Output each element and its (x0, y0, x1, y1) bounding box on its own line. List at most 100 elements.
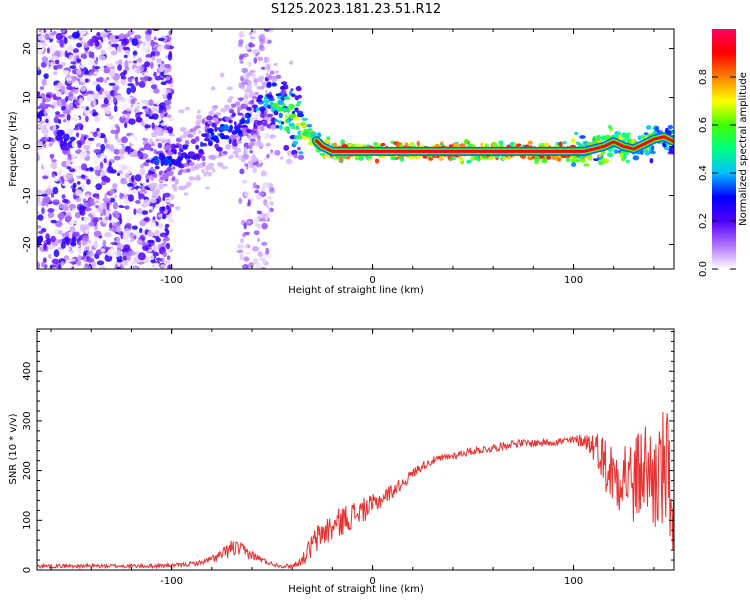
noise-speckle (126, 254, 131, 261)
noise-speckle (148, 208, 153, 213)
noise-speckle (269, 201, 274, 206)
noise-speckle (126, 112, 130, 117)
ridge-cell (210, 86, 216, 91)
noise-speckle (113, 155, 121, 161)
noise-speckle (45, 187, 52, 196)
noise-speckle (80, 57, 84, 65)
ridge-cell (149, 171, 156, 175)
ridge-cell (179, 135, 184, 140)
noise-speckle (83, 42, 89, 49)
noise-speckle (66, 128, 74, 136)
noise-speckle (69, 168, 76, 173)
noise-speckle (62, 98, 67, 107)
noise-speckle (108, 115, 114, 120)
ridge-cell (274, 70, 280, 74)
ridge-cell (650, 145, 655, 151)
noise-speckle (141, 79, 148, 82)
noise-speckle (78, 29, 87, 36)
ridge-cell (330, 155, 334, 159)
ridge-cell (247, 113, 252, 118)
noise-speckle (143, 217, 150, 222)
noise-speckle (249, 150, 254, 154)
noise-speckle (258, 45, 265, 52)
noise-speckle (59, 138, 64, 144)
noise-speckle (154, 50, 160, 57)
noise-speckle (72, 31, 80, 39)
noise-speckle (162, 131, 167, 138)
noise-speckle (243, 212, 251, 220)
noise-speckle (37, 185, 44, 190)
noise-speckle (153, 245, 157, 252)
ridge-cell (171, 159, 175, 165)
ridge-cell (212, 116, 218, 122)
ridge-cell (270, 134, 277, 138)
noise-speckle (130, 238, 135, 242)
noise-speckle (264, 36, 269, 44)
noise-speckle (150, 61, 154, 69)
ridge-cell (161, 129, 169, 133)
noise-speckle (145, 173, 150, 180)
noise-speckle (144, 75, 149, 80)
noise-speckle (261, 222, 268, 230)
ridge-cell (162, 158, 169, 164)
noise-speckle (140, 178, 145, 185)
ridge-cell (214, 126, 218, 132)
noise-speckle (55, 32, 63, 41)
noise-speckle (83, 266, 88, 269)
ridge-cell (246, 106, 252, 111)
spectrogram-x-axis-label: Height of straight line (km) (288, 285, 424, 296)
noise-speckle (60, 85, 66, 93)
noise-speckle (162, 195, 166, 201)
noise-speckle (261, 241, 268, 246)
ridge-cell (621, 157, 626, 162)
ridge-cell (188, 161, 195, 167)
noise-speckle (119, 158, 125, 165)
noise-speckle (51, 55, 59, 61)
noise-speckle (246, 34, 251, 41)
noise-speckle (150, 84, 158, 90)
ridge-cell (623, 153, 627, 159)
ridge-cell (241, 117, 245, 123)
noise-speckle (115, 225, 122, 233)
ridge-cell (319, 152, 326, 156)
noise-speckle (120, 181, 128, 185)
noise-speckle (53, 249, 60, 258)
noise-speckle (146, 263, 151, 269)
noise-speckle (127, 148, 134, 153)
ridge-cell (168, 133, 176, 137)
noise-speckle (133, 266, 138, 269)
noise-speckle (72, 182, 77, 188)
noise-speckle (100, 31, 108, 36)
ridge-cell (333, 142, 338, 147)
noise-speckle (37, 153, 40, 161)
noise-speckle (113, 148, 121, 155)
noise-speckle (257, 251, 264, 258)
noise-speckle (262, 258, 267, 265)
noise-speckle (79, 64, 85, 69)
ridge-cell (158, 183, 164, 190)
noise-speckle (169, 83, 174, 88)
noise-speckle (106, 29, 115, 32)
noise-speckle (76, 68, 82, 75)
noise-speckle (41, 127, 49, 135)
noise-speckle (82, 239, 87, 246)
noise-speckle (92, 111, 99, 117)
noise-speckle (99, 66, 104, 71)
noise-speckle (159, 63, 166, 71)
ridge-cell (178, 163, 185, 169)
noise-speckle (138, 80, 146, 88)
ridge-cell (270, 117, 276, 123)
noise-speckle (104, 177, 111, 184)
noise-speckle (255, 262, 262, 269)
noise-speckle (63, 255, 69, 260)
noise-speckle (104, 192, 108, 201)
ridge-cell (217, 118, 223, 122)
ridge-cell (233, 121, 237, 126)
noise-speckle (57, 263, 62, 269)
noise-speckle (78, 205, 87, 211)
noise-speckle (115, 144, 123, 150)
noise-speckle (166, 255, 171, 260)
noise-speckle (79, 209, 86, 216)
noise-speckle (94, 40, 100, 47)
noise-speckle (239, 60, 244, 64)
